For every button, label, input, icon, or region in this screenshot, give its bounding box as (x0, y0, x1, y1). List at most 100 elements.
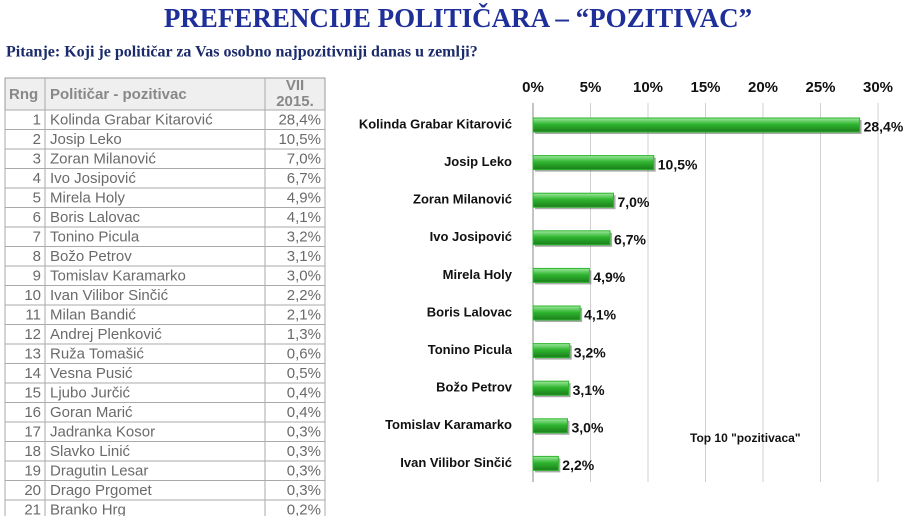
cell: Ivo Josipović (50, 170, 136, 187)
cell: Božo Petrov (50, 248, 132, 265)
cell: 6,7% (287, 170, 321, 187)
value-label: 10,5% (658, 156, 698, 172)
value-label: 3,1% (573, 382, 605, 398)
slide-title: PREFERENCIJE POLITIČARA – “POZITIVAC” (164, 3, 752, 33)
cell: 0,6% (287, 346, 321, 363)
cell: 0,5% (287, 365, 321, 382)
value-label: 6,7% (614, 232, 646, 248)
value-label: 7,0% (618, 194, 650, 210)
value-label: 3,2% (574, 344, 606, 360)
x-tick-label: 20% (748, 79, 778, 96)
cell: 10,5% (278, 131, 321, 148)
category-label: Ivan Vilibor Sinčić (400, 455, 512, 470)
cell: Tonino Picula (50, 229, 140, 246)
value-label: 3,0% (572, 420, 604, 436)
bar (532, 455, 559, 471)
cell: Milan Bandić (50, 307, 136, 324)
cell: 10 (24, 287, 41, 304)
category-label: Božo Petrov (436, 380, 513, 395)
bar (532, 267, 590, 283)
cell: 8 (33, 248, 41, 265)
cell: 21 (24, 502, 41, 516)
cell: 4 (33, 170, 41, 187)
cell: 12 (24, 326, 41, 343)
x-tick-label: 25% (805, 79, 835, 96)
x-tick-label: 10% (633, 79, 663, 96)
cell: 0,3% (287, 443, 321, 460)
cell: 2 (33, 131, 41, 148)
bar (532, 305, 581, 321)
cell: Slavko Linić (50, 443, 131, 460)
table-row (4, 499, 326, 516)
cell: Mirela Holy (50, 190, 126, 207)
bar (532, 117, 861, 133)
cell: Tomislav Karamarko (50, 268, 186, 285)
cell: 7,0% (287, 151, 321, 168)
cell: 0,3% (287, 463, 321, 480)
header-cell: Rng (9, 86, 38, 103)
cell: 20 (24, 482, 41, 499)
cell: Vesna Pusić (50, 365, 133, 382)
cell: Jadranka Kosor (50, 424, 155, 441)
cell: 14 (24, 365, 41, 382)
cell: 0,3% (287, 482, 321, 499)
category-label: Josip Leko (444, 154, 512, 169)
cell: 0,2% (287, 502, 321, 516)
category-label: Boris Lalovac (427, 304, 512, 319)
cell: 3 (33, 151, 41, 168)
bar (532, 343, 571, 359)
cell: Boris Lalovac (50, 209, 141, 226)
value-label: 28,4% (864, 119, 904, 135)
bar (532, 230, 611, 246)
cell: 3,2% (287, 229, 321, 246)
cell: Branko Hrg (50, 502, 126, 516)
cell: 4,1% (287, 209, 321, 226)
cell: 1,3% (287, 326, 321, 343)
cell: 0,3% (287, 424, 321, 441)
cell: 15 (24, 385, 41, 402)
cell: 18 (24, 443, 41, 460)
cell: 11 (25, 307, 41, 324)
header-cell: Političar - pozitivac (50, 86, 187, 103)
cell: Zoran Milanović (50, 151, 156, 168)
cell: Goran Marić (50, 404, 133, 421)
cell: Ivan Vilibor Sinčić (50, 287, 169, 304)
question: Pitanje: Koji je političar za Vas osobno… (6, 44, 478, 61)
x-tick-label: 15% (690, 79, 720, 96)
category-label: Ivo Josipović (430, 229, 512, 244)
cell: 1 (33, 112, 41, 129)
value-label: 4,1% (584, 307, 616, 323)
bar (532, 380, 570, 396)
bar (532, 155, 655, 171)
cell: 28,4% (278, 112, 321, 129)
cell: Ruža Tomašić (50, 346, 144, 363)
header-cell: 2015. (276, 93, 314, 110)
cell: 5 (33, 190, 41, 207)
x-tick-label: 30% (863, 79, 893, 96)
annotation: Top 10 "pozitivaca" (690, 431, 801, 445)
category-label: Tomislav Karamarko (385, 417, 512, 432)
cell: 7 (33, 229, 41, 246)
cell: 6 (33, 209, 41, 226)
cell: Andrej Plenković (50, 326, 162, 343)
bar (532, 418, 568, 434)
table-header-bg (4, 77, 326, 111)
cell: 16 (24, 404, 41, 421)
cell: Kolinda Grabar Kitarović (50, 112, 213, 129)
value-label: 4,9% (593, 269, 625, 285)
cell: 0,4% (287, 385, 321, 402)
cell: Ljubo Jurčić (50, 385, 131, 402)
cell: 19 (24, 463, 41, 480)
cell: 13 (24, 346, 41, 363)
cell: Drago Prgomet (50, 482, 153, 499)
category-label: Tonino Picula (428, 342, 513, 357)
cell: 0,4% (287, 404, 321, 421)
cell: 17 (24, 424, 41, 441)
value-label: 2,2% (562, 457, 594, 473)
cell: 3,0% (287, 268, 321, 285)
cell: 3,1% (287, 248, 321, 265)
cell: 9 (33, 268, 41, 285)
x-tick-label: 5% (580, 79, 602, 96)
x-tick-label: 0% (522, 79, 544, 96)
